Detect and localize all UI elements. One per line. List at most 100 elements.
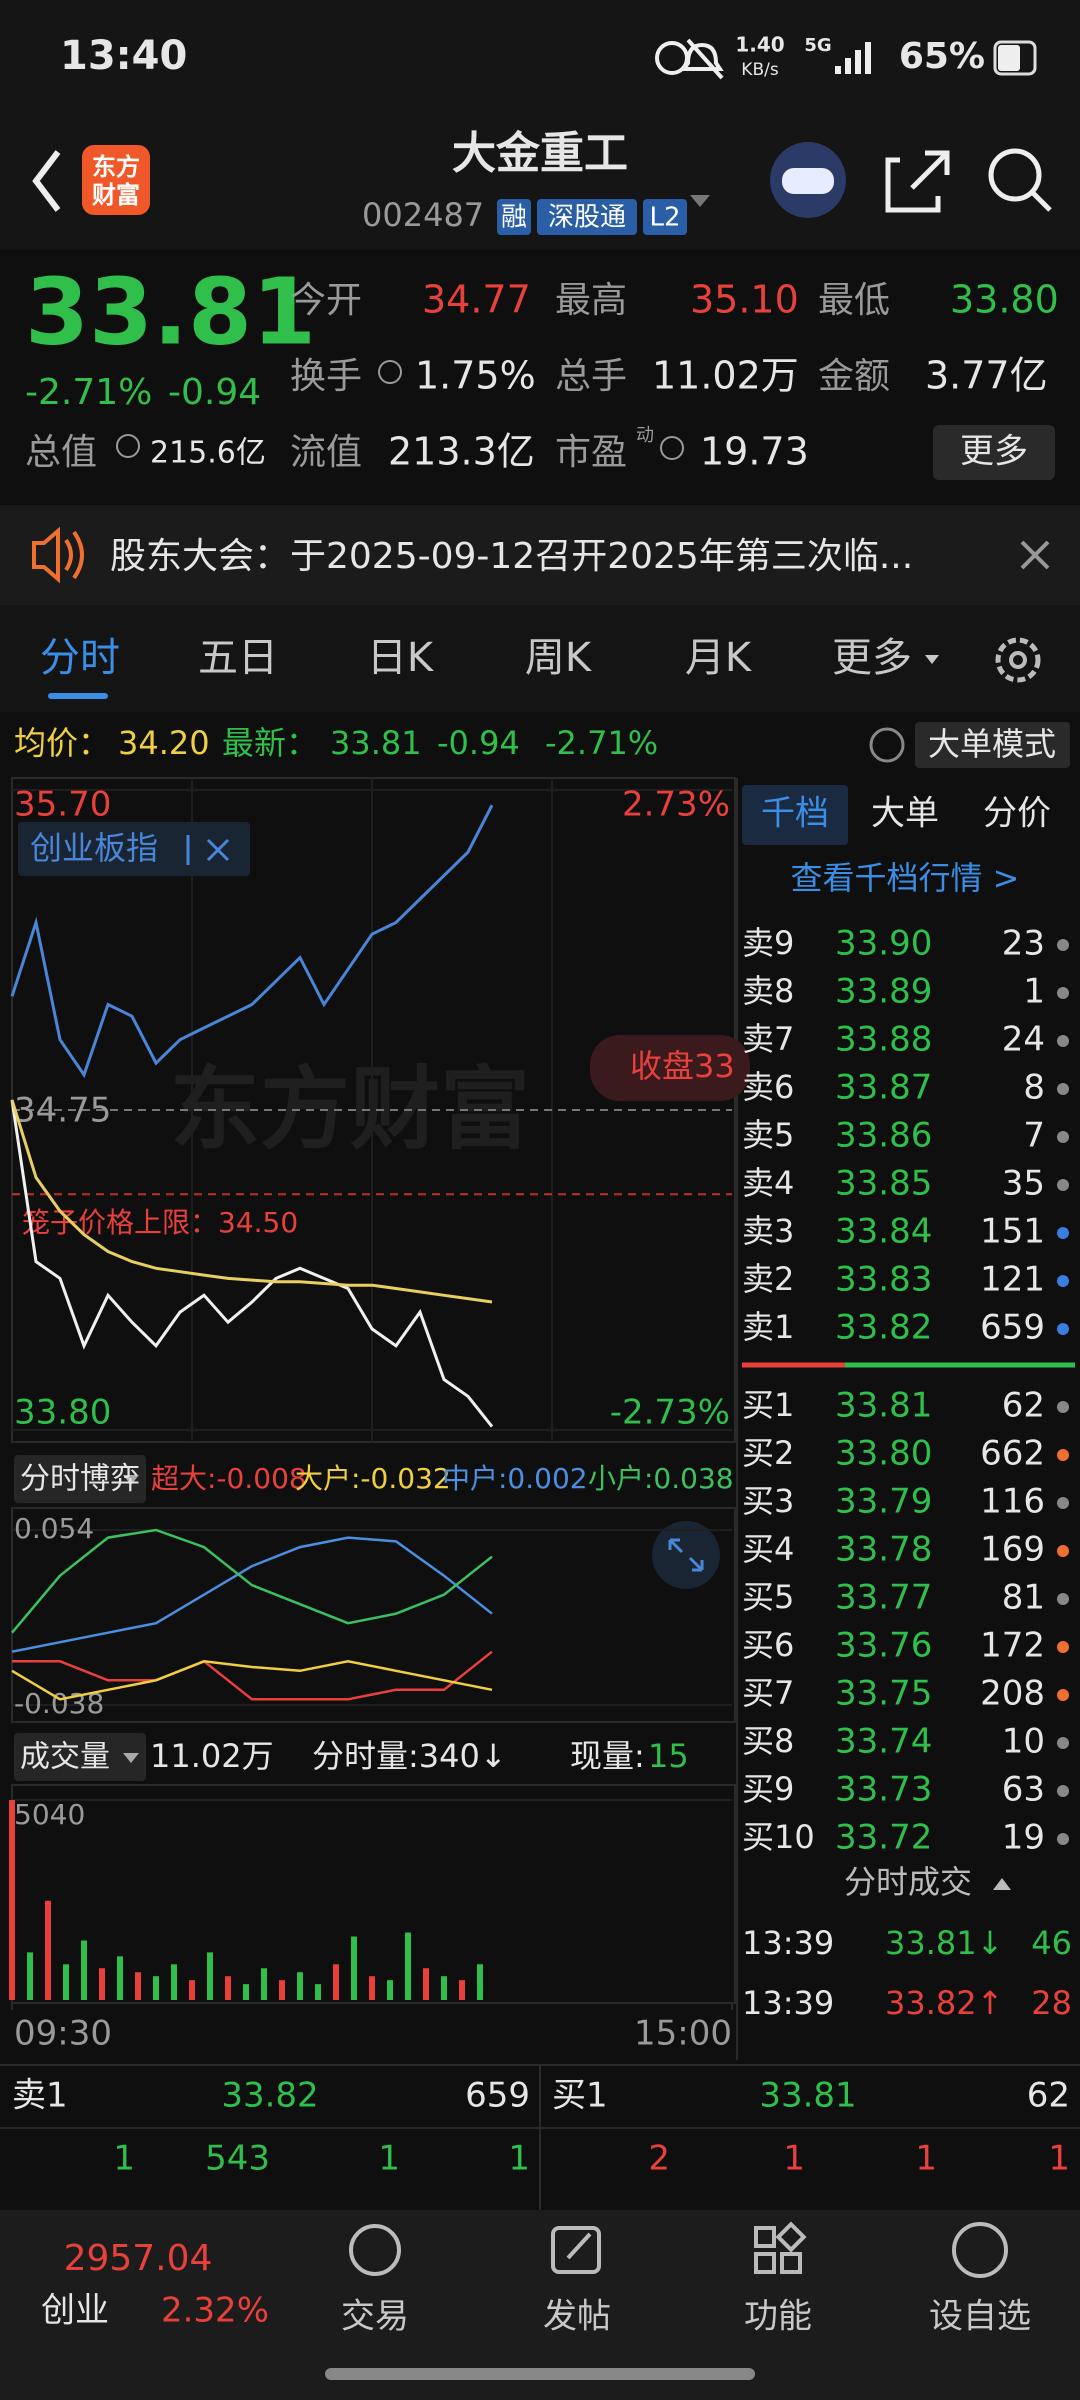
book-volume: 1 (1023, 972, 1045, 1012)
assistant-face (782, 168, 834, 194)
y-tick-label: 34.75 (14, 1091, 111, 1131)
tab[interactable]: 日K (367, 635, 435, 681)
trade-time: 13:39 (742, 1924, 834, 1962)
post-icon[interactable] (551, 2226, 601, 2274)
book-dot (1057, 1083, 1069, 1095)
tag-bg (643, 199, 687, 235)
book-volume: 7 (1023, 1116, 1045, 1156)
order-tab[interactable]: 千档 (761, 794, 829, 834)
legend-label: 中户:0.002 (442, 1462, 588, 1495)
help-icon[interactable] (869, 727, 905, 763)
volume-bar (207, 1952, 213, 2000)
volume-total: 11.02万 (150, 1737, 274, 1775)
back-button[interactable] (32, 150, 61, 212)
flow-select[interactable] (14, 1455, 146, 1503)
expand-button[interactable] (652, 1521, 720, 1589)
notice-close[interactable] (1020, 540, 1050, 570)
book-volume: 121 (980, 1260, 1045, 1300)
trades-caret[interactable] (993, 1878, 1011, 1890)
mode-button[interactable] (915, 722, 1070, 768)
more-button[interactable] (933, 425, 1055, 480)
settings-button[interactable] (995, 637, 1041, 683)
info-icon (660, 436, 684, 460)
book-volume: 8 (1023, 1068, 1045, 1108)
book-price: 33.82 (835, 1308, 932, 1348)
book-price: 33.76 (835, 1626, 932, 1666)
legend-label[interactable]: 创业板指 (30, 829, 158, 867)
volume-select[interactable] (14, 1733, 146, 1781)
dropdown-caret[interactable] (690, 195, 710, 207)
book-volume: 63 (1002, 1770, 1045, 1810)
tab[interactable]: 周K (525, 635, 593, 681)
legend-label: 小户:0.038 (588, 1462, 734, 1495)
nav-label[interactable]: 设自选 (929, 2297, 1031, 2337)
function-icon[interactable] (754, 2221, 807, 2274)
watchlist-icon[interactable] (952, 2222, 1008, 2278)
volume-bar (369, 1976, 375, 2000)
nav-label[interactable]: 发帖 (543, 2297, 611, 2337)
bid-label: 买1 (552, 2076, 608, 2116)
book-price: 33.81 (835, 1386, 932, 1426)
field-label: 市盈 (555, 432, 627, 473)
index-legend-bg[interactable] (18, 822, 250, 876)
field-value: 33.80 (950, 278, 1059, 322)
y-tick-label: 33.80 (14, 1393, 111, 1433)
share-button[interactable] (885, 150, 950, 213)
volume-bar (243, 1984, 249, 2000)
bid-detail: 2 (648, 2139, 670, 2179)
flow-line (11, 1660, 493, 1701)
tab[interactable]: 分时 (40, 635, 120, 681)
trade-icon[interactable] (349, 2224, 401, 2276)
book-dot (1057, 1323, 1069, 1335)
signal-icon (835, 42, 871, 74)
price-line (10, 1099, 494, 1428)
volume-bar (405, 1932, 411, 2000)
field-value: 34.77 (422, 278, 531, 322)
volume-bar (81, 1940, 87, 2000)
book-volume: 24 (1002, 1020, 1045, 1060)
tab[interactable]: 更多 (832, 635, 912, 681)
order-link[interactable]: 查看千档行情 > (791, 859, 1020, 897)
notice-text[interactable]: 股东大会：于2025-09-12召开2025年第三次临... (110, 536, 913, 577)
tab-caret (925, 655, 939, 664)
index-name[interactable]: 创业 (41, 2291, 109, 2331)
book-label: 卖8 (742, 972, 794, 1010)
info-icon (378, 360, 402, 384)
ask-detail: 543 (205, 2139, 270, 2179)
app-logo (82, 145, 150, 215)
trade-volume: 46 (1031, 1924, 1072, 1962)
net-unit: KB/s (741, 60, 779, 80)
book-dot (1057, 987, 1069, 999)
book-label: 买5 (742, 1578, 794, 1616)
legend-close[interactable] (206, 838, 230, 862)
trade-price: 33.81↓ (885, 1924, 1003, 1962)
book-price: 33.88 (835, 1020, 932, 1060)
book-label: 卖7 (742, 1020, 794, 1058)
book-label: 卖4 (742, 1164, 794, 1202)
book-dot (1057, 1227, 1069, 1239)
home-indicator (325, 2368, 755, 2380)
tag-bg (537, 199, 637, 235)
more-label[interactable]: 更多 (960, 432, 1028, 472)
tab[interactable]: 五日 (198, 635, 278, 681)
nav-label[interactable]: 交易 (341, 2297, 409, 2337)
order-tab-active[interactable] (742, 785, 848, 845)
flow-title[interactable]: 分时博弈 (20, 1462, 140, 1497)
net-speed: 1.40 (735, 33, 784, 57)
index-value[interactable]: 2957.04 (64, 2238, 213, 2279)
order-tab[interactable]: 大单 (871, 794, 939, 834)
y-tick-label: 35.70 (14, 785, 111, 825)
book-label: 卖6 (742, 1068, 794, 1106)
order-tab[interactable]: 分价 (983, 794, 1051, 834)
mode-label[interactable]: 大单模式 (928, 725, 1056, 763)
index-change[interactable]: 2.32% (161, 2291, 269, 2331)
book-volume: 151 (980, 1212, 1045, 1252)
nav-label[interactable]: 功能 (744, 2297, 812, 2337)
volume-title[interactable]: 成交量 (20, 1740, 110, 1775)
last-label: 最新： (222, 724, 318, 762)
search-button[interactable] (988, 148, 1042, 202)
book-dot (1057, 1785, 1069, 1797)
trades-title[interactable]: 分时成交 (844, 1863, 972, 1901)
tab[interactable]: 月K (685, 635, 753, 681)
